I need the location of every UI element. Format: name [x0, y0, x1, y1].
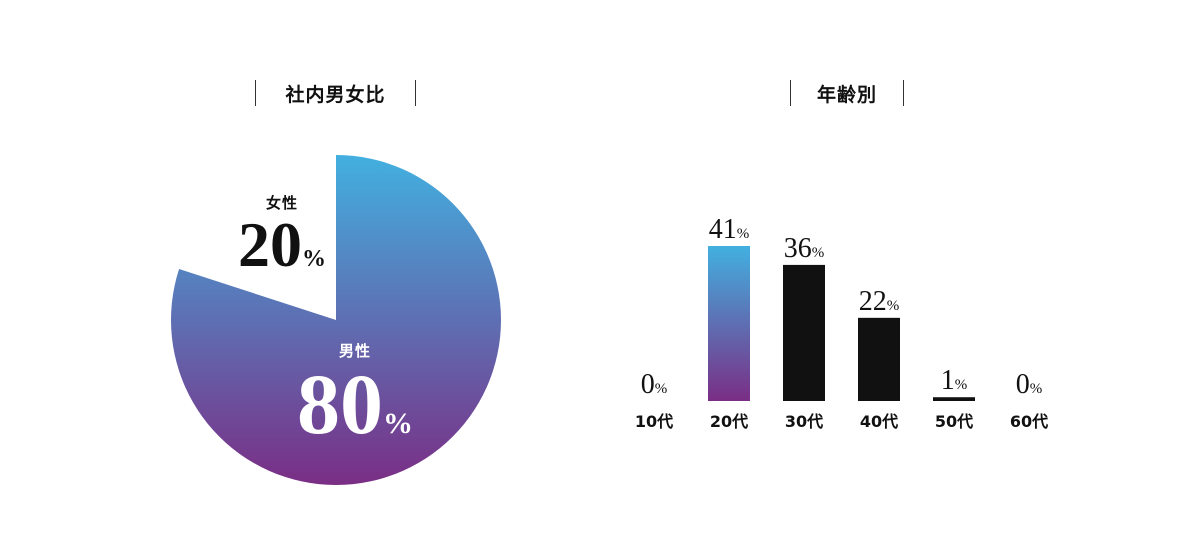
- female-percent-unit: %: [302, 246, 326, 272]
- bar-category-label-40代: 40代: [860, 412, 898, 431]
- bar-value-label-30代: 36%: [784, 233, 825, 264]
- pie-slice-male: [171, 155, 501, 486]
- bar-value-label-50代: 1%: [941, 365, 968, 396]
- bar-chart-title: 年齢別: [790, 80, 904, 106]
- pie-chart-title: 社内男女比: [255, 80, 416, 106]
- female-percent-value: 20: [238, 209, 302, 280]
- male-percent-unit: %: [383, 407, 413, 440]
- bar-category-label-30代: 30代: [785, 412, 823, 431]
- bar-value-label-60代: 0%: [1016, 369, 1043, 400]
- bar-40代: [858, 317, 900, 401]
- bar-category-label-10代: 10代: [635, 412, 673, 431]
- bar-value-label-10代: 0%: [641, 369, 668, 400]
- bar-50代: [933, 397, 975, 401]
- male-label: 男性 80%: [280, 340, 430, 447]
- bar-category-label-60代: 60代: [1010, 412, 1048, 431]
- male-label-name: 男性: [338, 342, 371, 360]
- gender-pie-chart: [171, 155, 501, 486]
- age-bar-chart: 0% 10代 41% 20代 36% 30代 22% 40代 1% 50代 0% 60代: [635, 214, 1048, 431]
- male-percent-value: 80: [297, 356, 383, 452]
- bar-value-label-40代: 22%: [859, 286, 900, 317]
- bar-20代: [708, 246, 750, 401]
- female-label: 女性 20%: [222, 192, 342, 277]
- female-label-name: 女性: [265, 194, 298, 212]
- bar-category-label-50代: 50代: [935, 412, 973, 431]
- bar-category-label-20代: 20代: [710, 412, 748, 431]
- bar-30代: [783, 264, 825, 401]
- bar-value-label-20代: 41%: [709, 214, 750, 245]
